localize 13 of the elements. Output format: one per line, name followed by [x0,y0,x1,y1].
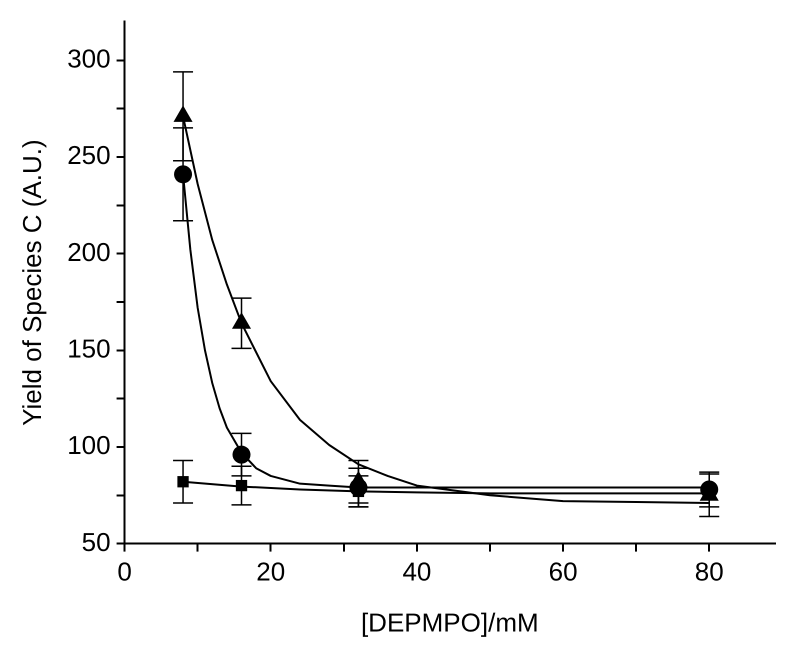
y-tick-label: 100 [67,430,111,460]
x-tick-label: 80 [694,556,724,586]
y-tick-label: 300 [67,43,111,74]
y-tick-label: 50 [82,526,111,557]
x-tick-label: 40 [402,556,432,586]
x-tick-label: 0 [117,556,132,586]
y-tick-label: 200 [67,236,111,267]
y-tick-label: 250 [67,140,111,170]
x-axis-title: [DEPMPO]/mM [360,608,539,638]
y-tick-label: 150 [67,333,111,364]
x-tick-label: 20 [256,556,286,586]
y-axis-title: Yield of Species C (A.U.) [16,139,47,426]
x-tick-label: 60 [548,556,578,586]
